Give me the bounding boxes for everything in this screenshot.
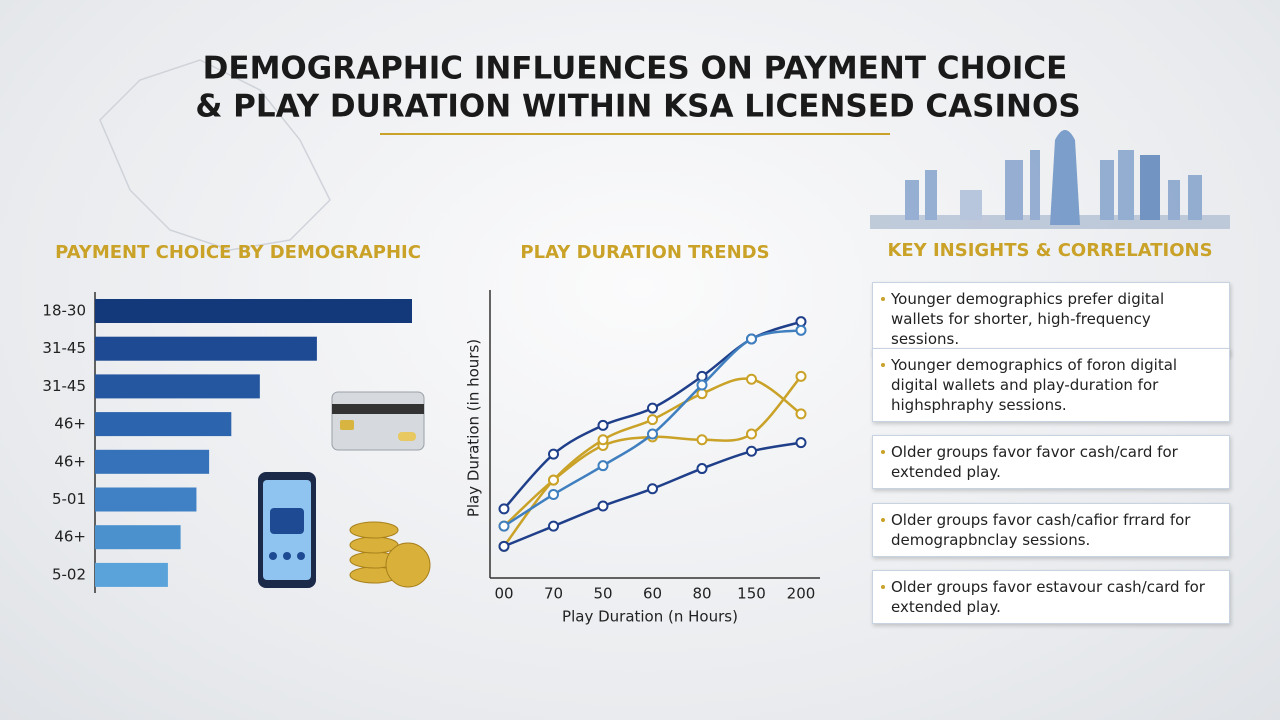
point <box>597 419 609 431</box>
point <box>498 540 510 552</box>
point <box>498 520 510 532</box>
line-chart-title: PLAY DURATION TRENDS <box>520 242 769 263</box>
category-label: 18-30 <box>42 302 86 320</box>
point <box>548 474 559 486</box>
category-label: 31-45 <box>42 339 86 357</box>
point <box>647 414 658 426</box>
point <box>647 402 658 414</box>
category-label: 5-02 <box>52 565 86 583</box>
bar <box>95 299 412 323</box>
point <box>597 500 609 512</box>
point <box>795 370 807 382</box>
title-line-2: & PLAY DURATION WITHIN KSA LICENSED CASI… <box>195 89 1080 125</box>
y-axis-label: Play Duration (in hours) <box>465 339 483 517</box>
bar <box>95 449 210 474</box>
point <box>548 448 559 460</box>
point <box>746 333 757 345</box>
point <box>795 408 807 420</box>
card-icon <box>331 391 425 451</box>
point <box>696 463 708 475</box>
bar-chart-title: PAYMENT CHOICE BY DEMOGRAPHIC <box>55 242 421 263</box>
x-tick-label: 150 <box>737 585 766 603</box>
point <box>647 483 658 495</box>
point <box>795 324 807 336</box>
bar <box>95 487 197 512</box>
bar <box>95 374 260 399</box>
x-tick-label: 50 <box>593 585 612 603</box>
point <box>548 488 559 500</box>
point <box>746 373 757 385</box>
point <box>597 460 609 472</box>
point <box>597 434 609 446</box>
bar <box>95 412 232 437</box>
insight-item: Younger demographics prefer digital wall… <box>872 282 1230 356</box>
insights-title: KEY INSIGHTS & CORRELATIONS <box>887 240 1213 261</box>
point <box>498 503 510 515</box>
point <box>647 428 658 440</box>
x-tick-label: 60 <box>643 585 662 603</box>
x-axis-label: Play Duration (n Hours) <box>562 608 738 626</box>
category-label: 46+ <box>54 528 86 546</box>
insight-item: Older groups favor favor cash/card for e… <box>872 435 1230 489</box>
coins-icon <box>349 521 431 588</box>
bar <box>95 336 317 361</box>
point <box>548 520 559 532</box>
insight-item: Older groups favor estavour cash/card fo… <box>872 570 1230 624</box>
point <box>746 428 757 440</box>
category-label: 5-01 <box>52 490 86 508</box>
x-tick-label: 00 <box>494 585 513 603</box>
category-label: 46+ <box>54 415 86 433</box>
x-tick-label: 80 <box>692 585 711 603</box>
point <box>746 445 757 457</box>
point <box>696 434 708 446</box>
insight-item: Older groups favor cash/cafior frrard fo… <box>872 503 1230 557</box>
category-label: 46+ <box>54 452 86 470</box>
map-outline <box>99 59 331 251</box>
x-tick-label: 200 <box>787 585 816 603</box>
point <box>696 379 708 391</box>
bar <box>95 525 181 550</box>
title-line-1: DEMOGRAPHIC INFLUENCES ON PAYMENT CHOICE <box>203 51 1068 87</box>
point <box>795 437 807 449</box>
insight-item: Younger demographics of foron digital di… <box>872 348 1230 422</box>
phone-icon <box>258 472 316 588</box>
skyline <box>870 130 1230 229</box>
x-tick-label: 70 <box>544 585 563 603</box>
category-label: 31-45 <box>42 377 86 395</box>
bar <box>95 562 168 587</box>
